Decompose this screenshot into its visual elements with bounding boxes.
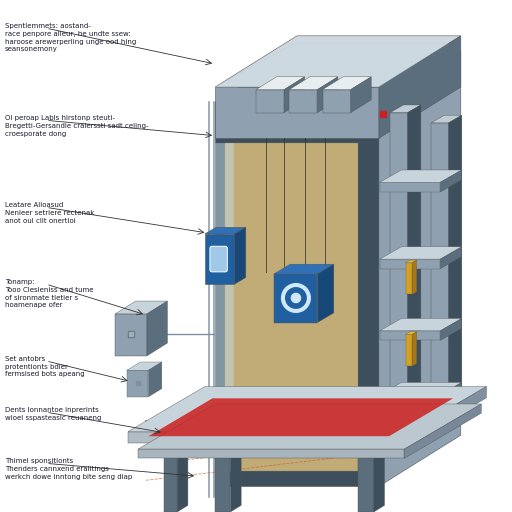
- Polygon shape: [358, 438, 385, 444]
- Polygon shape: [379, 51, 461, 486]
- Polygon shape: [380, 259, 440, 269]
- Polygon shape: [256, 90, 284, 113]
- Polygon shape: [164, 444, 177, 512]
- Polygon shape: [215, 102, 379, 486]
- Polygon shape: [230, 438, 241, 512]
- Polygon shape: [374, 438, 385, 512]
- Polygon shape: [289, 77, 338, 90]
- Polygon shape: [379, 36, 461, 138]
- Circle shape: [282, 284, 310, 312]
- Polygon shape: [431, 123, 449, 420]
- Polygon shape: [215, 51, 461, 102]
- Polygon shape: [323, 90, 351, 113]
- Polygon shape: [440, 382, 462, 404]
- Text: Leatare Alloasud
Nenleer setriere rectenak
anot oul clit onertioi: Leatare Alloasud Nenleer setriere recten…: [5, 202, 95, 224]
- Polygon shape: [380, 247, 462, 259]
- Polygon shape: [406, 263, 412, 294]
- Polygon shape: [440, 318, 462, 340]
- Polygon shape: [404, 404, 481, 458]
- FancyBboxPatch shape: [210, 246, 227, 272]
- Polygon shape: [406, 332, 417, 334]
- Polygon shape: [205, 234, 234, 284]
- Polygon shape: [205, 227, 246, 234]
- Polygon shape: [215, 36, 461, 87]
- Polygon shape: [380, 170, 462, 182]
- Polygon shape: [215, 87, 379, 138]
- Polygon shape: [390, 113, 408, 445]
- Circle shape: [286, 288, 306, 308]
- Polygon shape: [128, 432, 410, 443]
- Polygon shape: [148, 362, 162, 397]
- Text: Thimel sponsitionts
Thenders cannxend eralitings
werkch dowe inntong bite seng d: Thimel sponsitionts Thenders cannxend er…: [5, 458, 133, 480]
- Polygon shape: [256, 77, 305, 90]
- Polygon shape: [412, 260, 417, 294]
- Polygon shape: [164, 438, 188, 444]
- Polygon shape: [225, 143, 358, 471]
- Polygon shape: [215, 438, 241, 444]
- Text: Oi peroap Labls hirstonp steuti-
Bregetti-Gersandie cralerssti sadt celing-
croe: Oi peroap Labls hirstonp steuti- Bregett…: [5, 115, 148, 137]
- Polygon shape: [317, 77, 338, 113]
- Polygon shape: [380, 331, 440, 340]
- Polygon shape: [440, 247, 462, 269]
- Polygon shape: [351, 77, 371, 113]
- Polygon shape: [390, 105, 421, 113]
- Polygon shape: [440, 170, 462, 192]
- Polygon shape: [148, 398, 453, 436]
- Text: Set antobrs
protentionts bdier
fermsised bots apeang: Set antobrs protentionts bdier fermsised…: [5, 356, 85, 377]
- Polygon shape: [380, 395, 440, 404]
- Polygon shape: [147, 301, 167, 356]
- Polygon shape: [274, 264, 334, 274]
- Polygon shape: [449, 115, 462, 420]
- Polygon shape: [234, 227, 246, 284]
- Polygon shape: [380, 382, 462, 395]
- Polygon shape: [289, 90, 317, 113]
- Polygon shape: [177, 438, 188, 512]
- Polygon shape: [408, 105, 421, 445]
- Polygon shape: [380, 182, 440, 192]
- Circle shape: [291, 293, 301, 303]
- Polygon shape: [115, 314, 147, 356]
- Polygon shape: [215, 143, 233, 471]
- Polygon shape: [410, 387, 486, 443]
- Text: Spentlemmets: aostand-
race penpore alleur, he undte ssew:
haroose arewerperling: Spentlemmets: aostand- race penpore alle…: [5, 23, 136, 52]
- Polygon shape: [358, 444, 374, 512]
- Polygon shape: [284, 77, 305, 113]
- Polygon shape: [380, 318, 462, 331]
- Polygon shape: [138, 449, 404, 458]
- Polygon shape: [215, 444, 230, 512]
- Polygon shape: [431, 115, 462, 123]
- Polygon shape: [215, 44, 448, 87]
- Polygon shape: [406, 260, 417, 263]
- Polygon shape: [317, 264, 334, 323]
- Polygon shape: [274, 274, 317, 323]
- Text: Dents lonnantoe inprerints
wloei sspasteasic reuaneng: Dents lonnantoe inprerints wloei sspaste…: [5, 407, 101, 421]
- Polygon shape: [138, 404, 481, 449]
- Polygon shape: [323, 77, 371, 90]
- Text: Tonamp:
Tooo Clesleniss and tume
of sironmate tletier s
hoamenape ofer: Tonamp: Tooo Clesleniss and tume of siro…: [5, 279, 94, 308]
- Polygon shape: [115, 301, 167, 314]
- Polygon shape: [127, 362, 162, 370]
- Polygon shape: [412, 332, 417, 366]
- Polygon shape: [128, 387, 486, 432]
- Polygon shape: [127, 370, 148, 397]
- Polygon shape: [406, 334, 412, 366]
